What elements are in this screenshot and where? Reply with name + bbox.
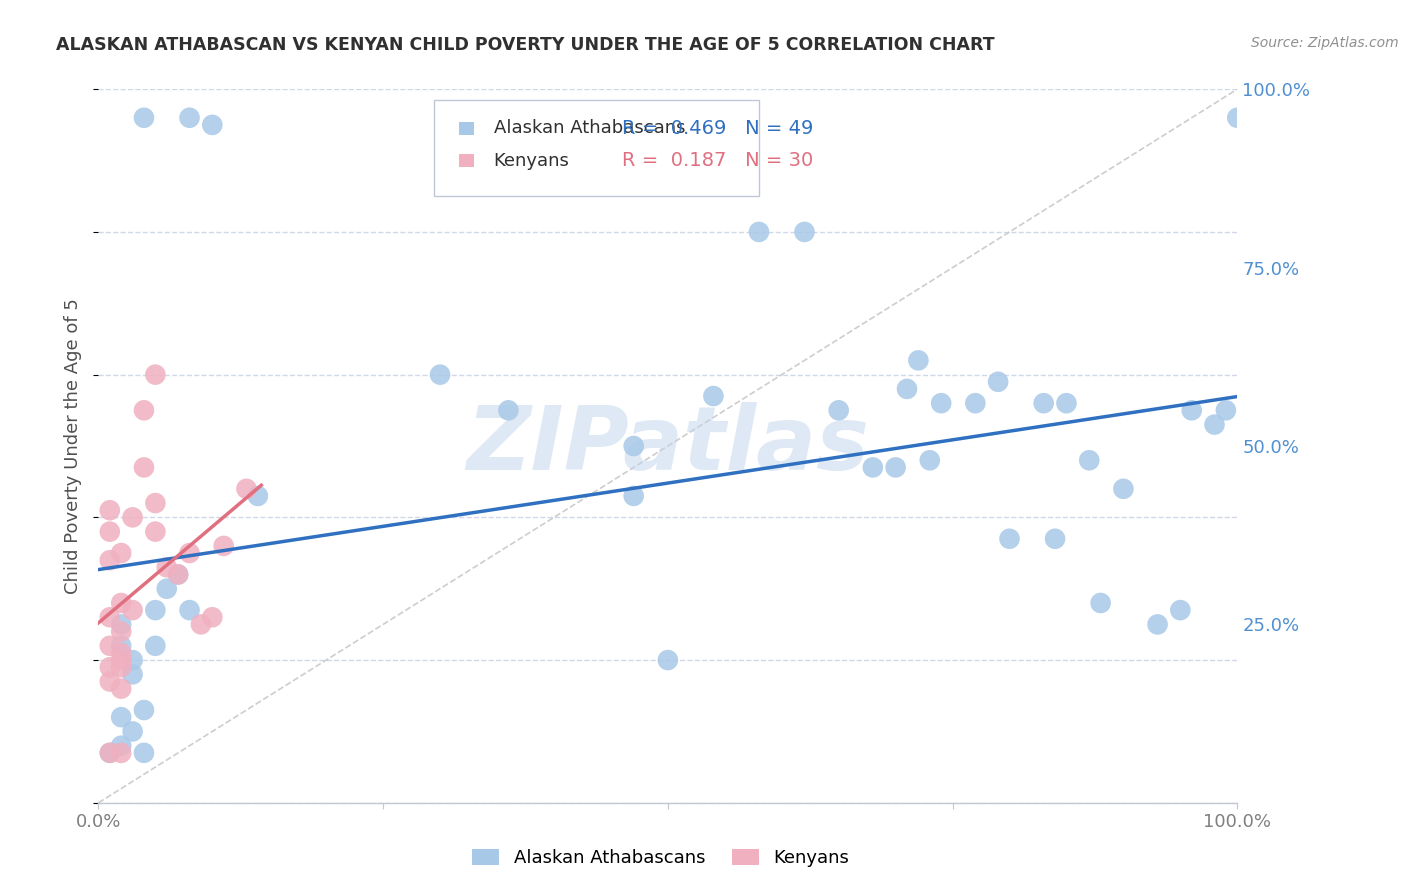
Point xyxy=(1078,453,1101,467)
Point xyxy=(1170,603,1192,617)
Point xyxy=(110,710,132,724)
Point xyxy=(179,111,201,125)
Point xyxy=(179,603,201,617)
Point xyxy=(1215,403,1237,417)
Point xyxy=(98,503,121,517)
Point xyxy=(110,646,132,660)
Point xyxy=(929,396,952,410)
Point xyxy=(246,489,269,503)
Point xyxy=(1146,617,1168,632)
Point xyxy=(1204,417,1226,432)
Point xyxy=(132,111,155,125)
Text: R =  0.469   N = 49: R = 0.469 N = 49 xyxy=(623,119,814,138)
Point xyxy=(98,524,121,539)
Text: Kenyans: Kenyans xyxy=(494,152,569,169)
Text: ZIPatlas: ZIPatlas xyxy=(467,402,869,490)
Point xyxy=(110,624,132,639)
Point xyxy=(862,460,884,475)
Point xyxy=(132,703,155,717)
Point xyxy=(212,539,235,553)
Point xyxy=(98,553,121,567)
Point xyxy=(1043,532,1066,546)
Point xyxy=(429,368,451,382)
FancyBboxPatch shape xyxy=(460,122,474,135)
Point xyxy=(98,610,121,624)
Point xyxy=(121,603,143,617)
Point xyxy=(98,746,121,760)
FancyBboxPatch shape xyxy=(460,154,474,167)
Y-axis label: Child Poverty Under the Age of 5: Child Poverty Under the Age of 5 xyxy=(65,298,83,594)
Point xyxy=(623,439,645,453)
Point xyxy=(498,403,520,417)
Point xyxy=(179,546,201,560)
Point xyxy=(110,746,132,760)
Point xyxy=(748,225,770,239)
Point xyxy=(190,617,212,632)
Point xyxy=(110,596,132,610)
Point xyxy=(121,667,143,681)
Point xyxy=(145,603,167,617)
Point xyxy=(156,560,179,574)
Point xyxy=(1112,482,1135,496)
Point xyxy=(110,681,132,696)
Point xyxy=(201,118,224,132)
Legend: Alaskan Athabascans, Kenyans: Alaskan Athabascans, Kenyans xyxy=(465,841,856,874)
Point xyxy=(98,660,121,674)
Point xyxy=(235,482,257,496)
Point xyxy=(110,653,132,667)
Point xyxy=(132,403,155,417)
Point xyxy=(884,460,907,475)
Point xyxy=(1054,396,1078,410)
Point xyxy=(156,582,179,596)
Point xyxy=(167,567,190,582)
Text: Source: ZipAtlas.com: Source: ZipAtlas.com xyxy=(1251,36,1399,50)
Text: ALASKAN ATHABASCAN VS KENYAN CHILD POVERTY UNDER THE AGE OF 5 CORRELATION CHART: ALASKAN ATHABASCAN VS KENYAN CHILD POVER… xyxy=(56,36,995,54)
Point xyxy=(110,660,132,674)
Point xyxy=(98,639,121,653)
Point xyxy=(793,225,815,239)
Point xyxy=(896,382,918,396)
Point xyxy=(132,746,155,760)
Point xyxy=(145,639,167,653)
Point xyxy=(110,739,132,753)
Point xyxy=(998,532,1021,546)
Point xyxy=(918,453,941,467)
Text: Alaskan Athabascans: Alaskan Athabascans xyxy=(494,120,685,137)
Point xyxy=(121,724,143,739)
Point xyxy=(965,396,987,410)
Point xyxy=(1226,111,1249,125)
Point xyxy=(98,674,121,689)
Point xyxy=(145,496,167,510)
Point xyxy=(1181,403,1204,417)
Point xyxy=(110,639,132,653)
Point xyxy=(98,746,121,760)
Text: R =  0.187   N = 30: R = 0.187 N = 30 xyxy=(623,151,814,170)
Point xyxy=(201,610,224,624)
Point xyxy=(110,546,132,560)
Point xyxy=(623,489,645,503)
Point xyxy=(167,567,190,582)
Point xyxy=(657,653,679,667)
Point xyxy=(145,368,167,382)
Point xyxy=(828,403,851,417)
Point xyxy=(132,460,155,475)
Point xyxy=(1090,596,1112,610)
Point xyxy=(987,375,1010,389)
Point xyxy=(121,653,143,667)
Point xyxy=(110,617,132,632)
FancyBboxPatch shape xyxy=(434,100,759,196)
Point xyxy=(121,510,143,524)
Point xyxy=(907,353,929,368)
Point xyxy=(702,389,724,403)
Point xyxy=(145,524,167,539)
Point xyxy=(1032,396,1054,410)
